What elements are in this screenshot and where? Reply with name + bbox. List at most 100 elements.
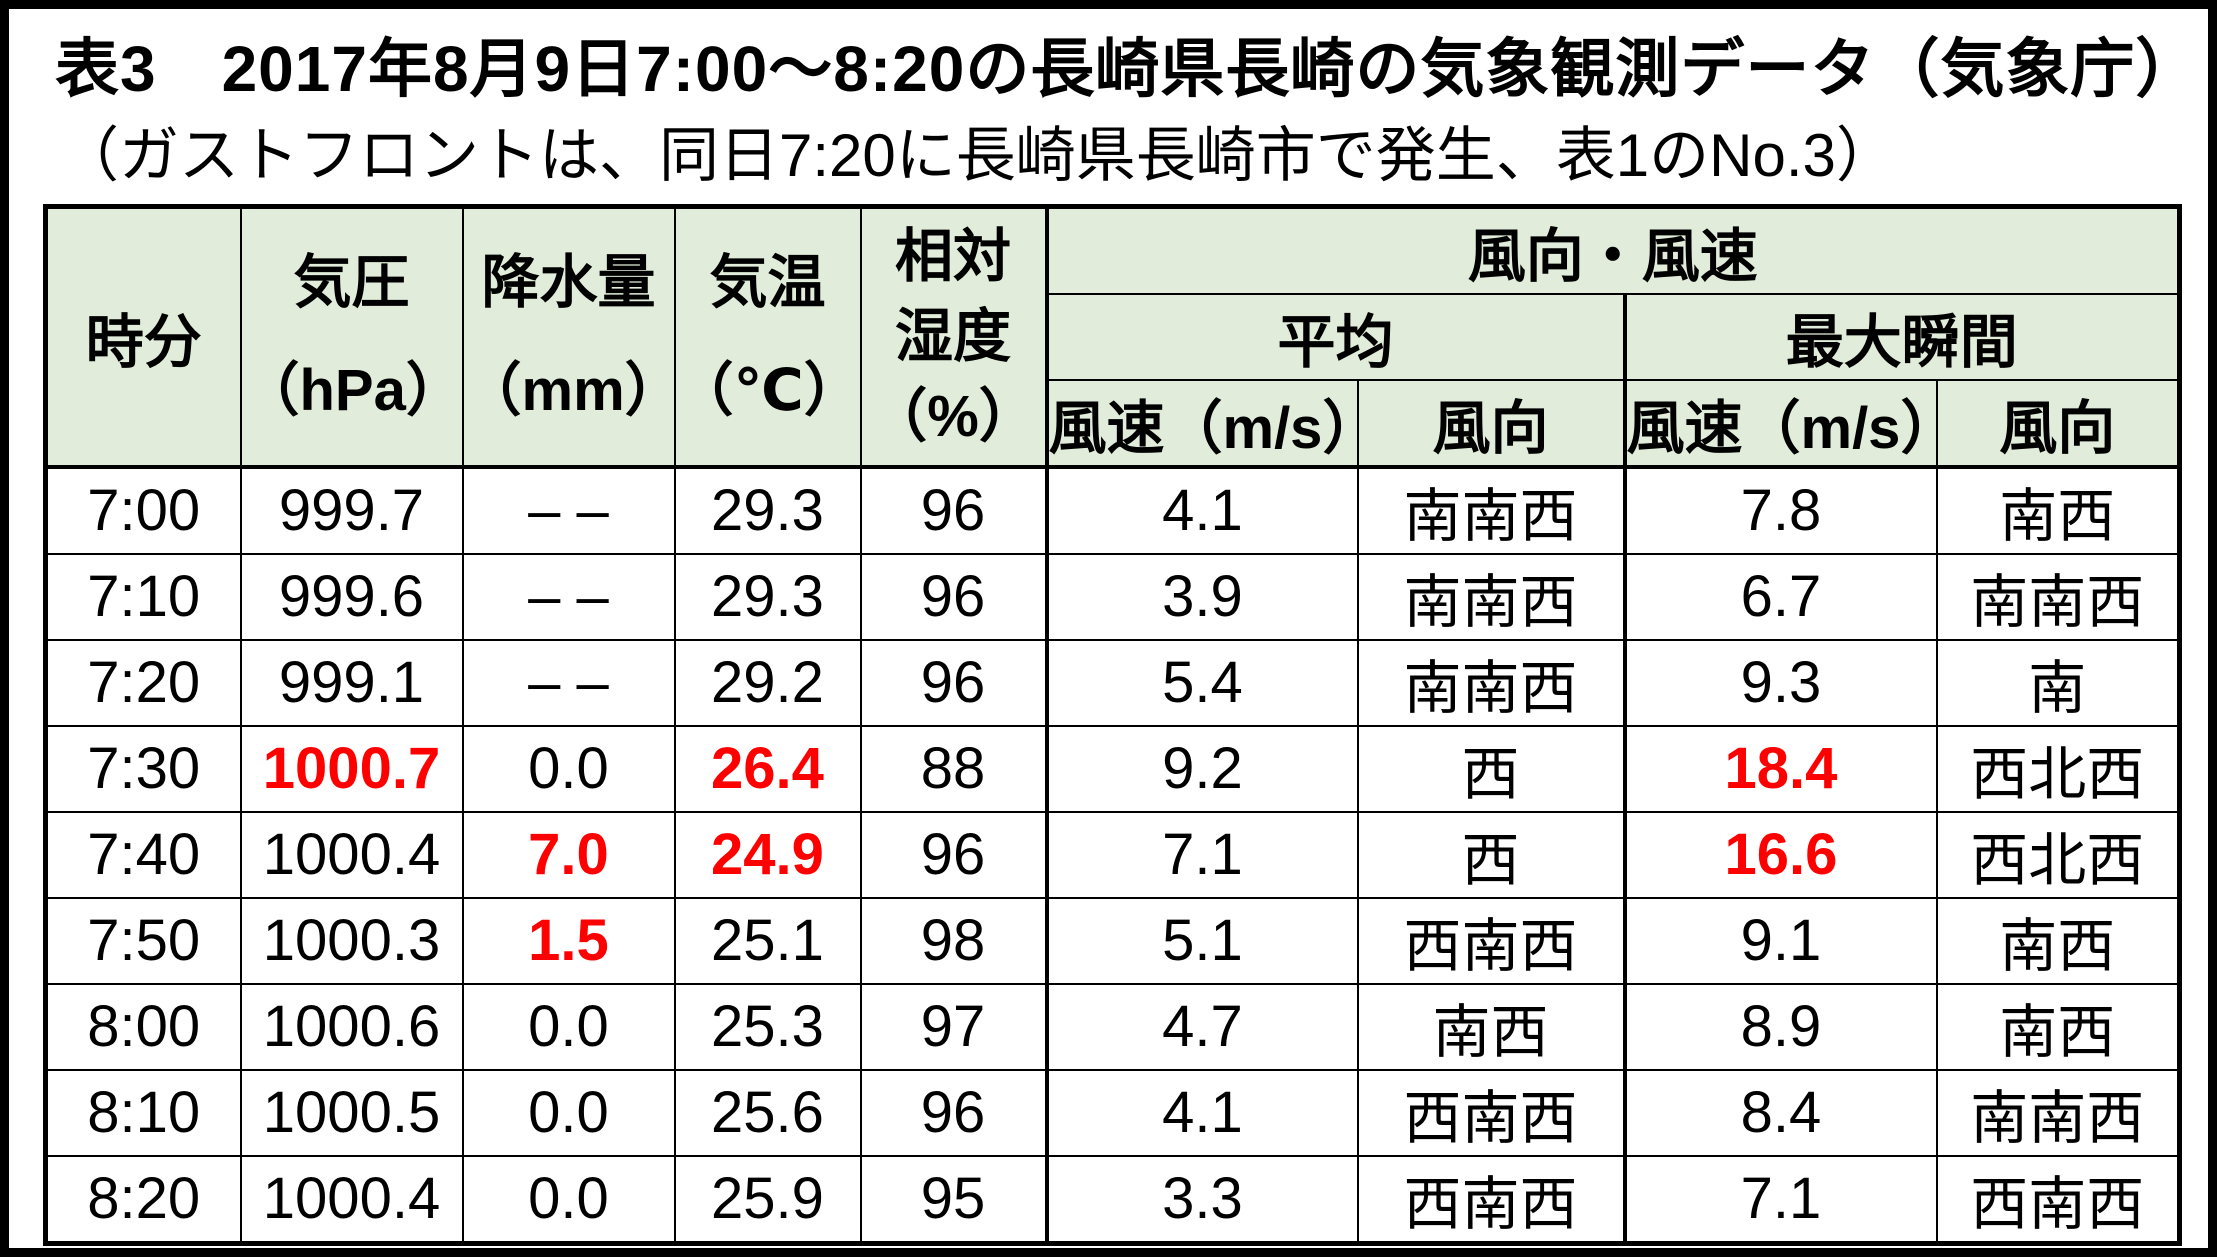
cell-precipitation: 7.0 — [461, 810, 676, 899]
cell-humidity: 95 — [859, 1154, 1048, 1245]
cell-avg-wind-speed: 5.1 — [1044, 896, 1359, 985]
cell-max-wind-speed: 8.9 — [1622, 982, 1938, 1071]
cell-max-wind-direction: 南 — [1935, 638, 2181, 727]
cell-avg-wind-speed: 5.4 — [1044, 638, 1359, 727]
weather-observation-table: 時分 気圧 （hPa） 降水量 （mm） 気温 （℃） 相対 湿度 （%） 風向… — [43, 203, 2183, 1246]
cell-max-wind-speed: 7.1 — [1622, 1154, 1938, 1245]
cell-precipitation: – – — [461, 465, 676, 555]
cell-max-wind-speed: 16.6 — [1622, 810, 1938, 899]
header-humidity: 相対 湿度 （%） — [859, 205, 1048, 469]
cell-time: 7:40 — [44, 810, 242, 899]
cell-precipitation: 0.0 — [461, 1154, 676, 1245]
cell-max-wind-direction: 西北西 — [1935, 724, 2181, 813]
cell-time: 7:00 — [44, 465, 242, 555]
header-row-3: 風速（m/s） 風向 風速（m/s） 風向 — [46, 378, 2181, 469]
cell-max-wind-direction: 南西 — [1935, 896, 2181, 985]
cell-max-wind-speed: 9.1 — [1622, 896, 1938, 985]
cell-humidity: 96 — [859, 552, 1048, 641]
cell-temperature: 25.6 — [673, 1068, 862, 1157]
cell-avg-wind-direction: 南南西 — [1356, 638, 1626, 727]
header-temperature: 気温 （℃） — [673, 205, 862, 469]
cell-avg-wind-direction: 西南西 — [1356, 1068, 1626, 1157]
header-pressure: 気圧 （hPa） — [239, 205, 464, 469]
table-row: 7:10 999.6 – – 29.3 96 3.9 南南西 6.7 南南西 — [44, 552, 2181, 641]
cell-precipitation: 0.0 — [461, 1068, 676, 1157]
table-row: 8:00 1000.6 0.0 25.3 97 4.7 南西 8.9 南西 — [44, 982, 2181, 1071]
table-row: 7:00 999.7 – – 29.3 96 4.1 南南西 7.8 南西 — [44, 465, 2181, 555]
cell-humidity: 88 — [859, 724, 1048, 813]
cell-humidity: 96 — [859, 465, 1048, 555]
cell-avg-wind-speed: 3.3 — [1044, 1154, 1359, 1245]
header-precipitation: 降水量 （mm） — [461, 205, 676, 469]
header-average-group: 平均 — [1044, 292, 1626, 381]
header-avg-wind-direction: 風向 — [1356, 378, 1626, 469]
cell-precipitation: – – — [461, 552, 676, 641]
cell-time: 8:10 — [44, 1068, 242, 1157]
cell-avg-wind-direction: 西南西 — [1356, 896, 1626, 985]
header-max-wind-direction: 風向 — [1935, 378, 2181, 469]
table-row: 8:10 1000.5 0.0 25.6 96 4.1 西南西 8.4 南南西 — [44, 1068, 2181, 1157]
cell-pressure: 1000.6 — [239, 982, 464, 1071]
header-max-wind-speed: 風速（m/s） — [1622, 378, 1938, 469]
table-row: 8:20 1000.4 0.0 25.9 95 3.3 西南西 7.1 西南西 — [44, 1154, 2181, 1245]
cell-humidity: 96 — [859, 810, 1048, 899]
cell-humidity: 97 — [859, 982, 1048, 1071]
table-title: 表3 2017年8月9日7:00～8:20の長崎県長崎の気象観測データ（気象庁） — [55, 33, 2201, 105]
cell-precipitation: 0.0 — [461, 982, 676, 1071]
cell-time: 8:00 — [44, 982, 242, 1071]
cell-time: 7:20 — [44, 638, 242, 727]
cell-pressure: 999.7 — [239, 465, 464, 555]
cell-avg-wind-direction: 南南西 — [1356, 552, 1626, 641]
cell-max-wind-speed: 8.4 — [1622, 1068, 1938, 1157]
header-wind-group: 風向・風速 — [1044, 205, 2181, 295]
cell-avg-wind-speed: 4.1 — [1044, 465, 1359, 555]
cell-avg-wind-direction: 南南西 — [1356, 465, 1626, 555]
header-time: 時分 — [44, 205, 242, 469]
cell-max-wind-speed: 7.8 — [1622, 465, 1938, 555]
cell-avg-wind-speed: 7.1 — [1044, 810, 1359, 899]
header-avg-wind-speed: 風速（m/s） — [1044, 378, 1359, 469]
cell-temperature: 29.3 — [673, 465, 862, 555]
cell-avg-wind-direction: 西 — [1356, 810, 1626, 899]
cell-temperature: 29.3 — [673, 552, 862, 641]
header-row-1: 時分 気圧 （hPa） 降水量 （mm） 気温 （℃） 相対 湿度 （%） 風向… — [44, 205, 2181, 469]
cell-max-wind-direction: 南西 — [1935, 982, 2181, 1071]
cell-temperature: 25.3 — [673, 982, 862, 1071]
cell-max-wind-direction: 西北西 — [1935, 810, 2181, 899]
cell-pressure: 1000.4 — [239, 810, 464, 899]
header-max-instant-group: 最大瞬間 — [1622, 292, 2181, 381]
cell-precipitation: 0.0 — [461, 724, 676, 813]
cell-time: 8:20 — [44, 1154, 242, 1245]
cell-max-wind-direction: 南南西 — [1935, 552, 2181, 641]
cell-temperature: 25.9 — [673, 1154, 862, 1245]
cell-max-wind-direction: 南西 — [1935, 465, 2181, 555]
cell-avg-wind-speed: 3.9 — [1044, 552, 1359, 641]
cell-max-wind-direction: 南南西 — [1935, 1068, 2181, 1157]
cell-pressure: 999.6 — [239, 552, 464, 641]
cell-precipitation: 1.5 — [461, 896, 676, 985]
cell-precipitation: – – — [461, 638, 676, 727]
cell-time: 7:10 — [44, 552, 242, 641]
table-row: 7:20 999.1 – – 29.2 96 5.4 南南西 9.3 南 — [44, 638, 2181, 727]
header-row-2: 平均 最大瞬間 — [46, 292, 2181, 381]
cell-humidity: 98 — [859, 896, 1048, 985]
table-subtitle: （ガストフロントは、同日7:20に長崎県長崎市で発生、表1のNo.3） — [59, 121, 1896, 189]
cell-avg-wind-direction: 南西 — [1356, 982, 1626, 1071]
cell-pressure: 1000.7 — [239, 724, 464, 813]
table-row: 7:50 1000.3 1.5 25.1 98 5.1 西南西 9.1 南西 — [44, 896, 2181, 985]
cell-avg-wind-speed: 9.2 — [1044, 724, 1359, 813]
table-row: 7:40 1000.4 7.0 24.9 96 7.1 西 16.6 西北西 — [44, 810, 2181, 899]
cell-pressure: 1000.3 — [239, 896, 464, 985]
cell-avg-wind-speed: 4.1 — [1044, 1068, 1359, 1157]
cell-temperature: 29.2 — [673, 638, 862, 727]
cell-max-wind-direction: 西南西 — [1935, 1154, 2181, 1245]
cell-pressure: 1000.4 — [239, 1154, 464, 1245]
cell-avg-wind-direction: 西南西 — [1356, 1154, 1626, 1245]
cell-temperature: 25.1 — [673, 896, 862, 985]
cell-temperature: 26.4 — [673, 724, 862, 813]
cell-max-wind-speed: 6.7 — [1622, 552, 1938, 641]
cell-pressure: 1000.5 — [239, 1068, 464, 1157]
table-row: 7:30 1000.7 0.0 26.4 88 9.2 西 18.4 西北西 — [44, 724, 2181, 813]
cell-avg-wind-speed: 4.7 — [1044, 982, 1359, 1071]
